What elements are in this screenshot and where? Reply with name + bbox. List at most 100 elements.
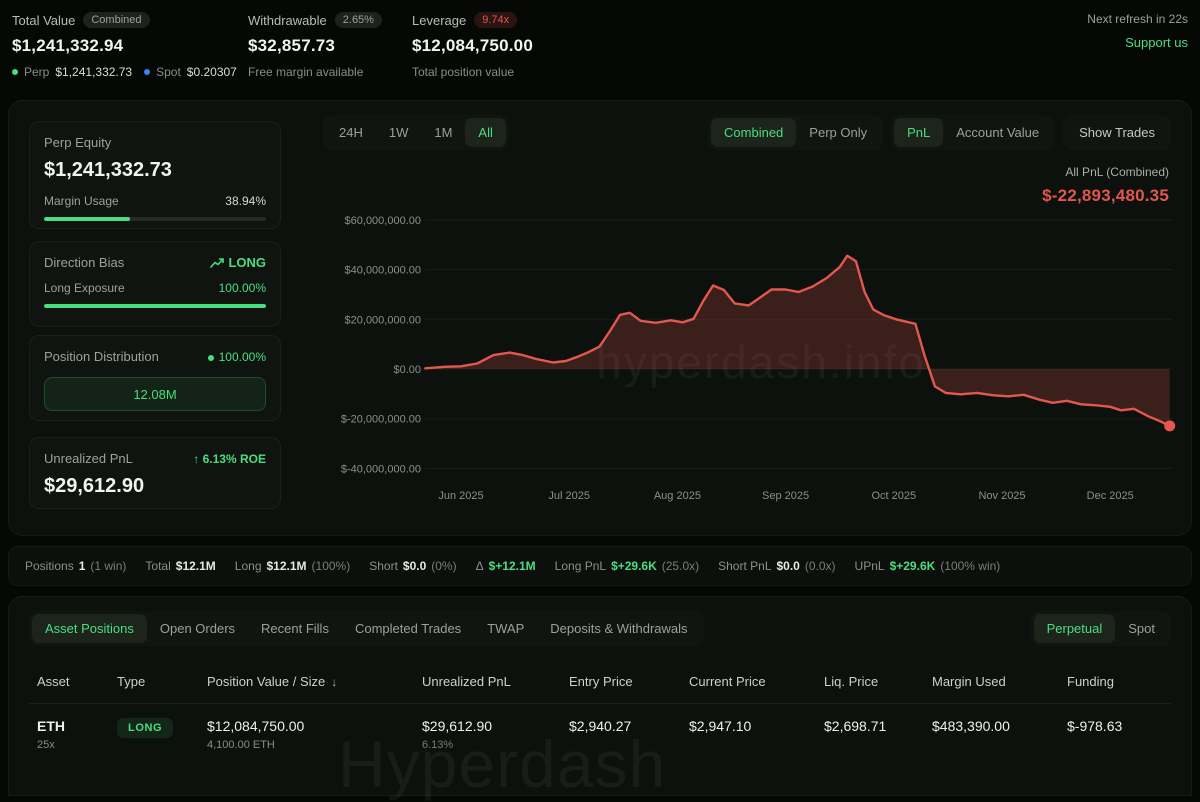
position-distribution-label: Position Distribution	[44, 349, 159, 364]
svg-text:Sep 2025: Sep 2025	[762, 490, 809, 502]
th-type[interactable]: Type	[117, 674, 146, 689]
withdrawable-value: $32,857.73	[248, 36, 336, 55]
leverage-block: Leverage 9.74x $12,084,750.00 Total posi…	[412, 12, 533, 79]
th-funding[interactable]: Funding	[1067, 674, 1114, 689]
spot-dot-icon	[144, 69, 151, 75]
svg-text:Aug 2025: Aug 2025	[654, 490, 701, 502]
summary-short-pnl: Short PnL $0.0 (0.0x)	[718, 559, 836, 573]
svg-text:Jul 2025: Jul 2025	[548, 490, 590, 502]
withdrawable-badge: 2.65%	[334, 12, 382, 28]
perp-equity-label: Perp Equity	[44, 135, 112, 150]
svg-text:$-40,000,000.00: $-40,000,000.00	[341, 463, 421, 475]
pnl-chart[interactable]: $60,000,000.00 $40,000,000.00 $20,000,000.…	[291, 196, 1181, 516]
long-exposure-bar-fill	[44, 304, 266, 308]
summary-positions: Positions 1 (1 win)	[25, 559, 127, 573]
tab-market-perpetual[interactable]: Perpetual	[1033, 614, 1116, 643]
summary-upnl: UPnL $+29.6K (100% win)	[854, 559, 1001, 573]
unrealized-pnl-value: $29,612.90	[44, 475, 145, 497]
summary-long: Long $12.1M (100%)	[234, 559, 351, 573]
perp-value: $1,241,332.73	[55, 65, 133, 79]
position-distribution-card: Position Distribution 100.00% 12.08M	[29, 335, 281, 421]
bottom-tabs: Asset Positions Open Orders Recent Fills…	[29, 611, 704, 646]
tab-market-spot[interactable]: Spot	[1128, 621, 1155, 636]
row-position-size: 4,100.00 ETH	[207, 739, 275, 751]
row-upnl: $29,612.90	[422, 718, 493, 734]
all-pnl-value: $-22,893,480.35	[1042, 186, 1169, 205]
summary-short: Short $0.0 (0%)	[369, 559, 457, 573]
withdrawable-sub: Free margin available	[248, 65, 364, 79]
th-entry-price[interactable]: Entry Price	[569, 674, 633, 689]
long-exposure-bar	[44, 304, 266, 308]
th-position-value-size[interactable]: Position Value / Size ↓	[207, 674, 338, 689]
svg-text:$40,000,000.00: $40,000,000.00	[345, 265, 421, 277]
direction-bias-card: Direction Bias LONG Long Exposure 100.00…	[29, 241, 281, 327]
support-us-link[interactable]: Support us	[1125, 35, 1188, 50]
tab-metric-pnl[interactable]: PnL	[894, 118, 944, 147]
summary-delta: Δ $+12.1M	[475, 559, 536, 573]
distribution-segment[interactable]: 12.08M	[44, 377, 266, 411]
tab-range-1m[interactable]: 1M	[434, 125, 453, 140]
table-row[interactable]: ETH 25x LONG $12,084,750.00 4,100.00 ETH…	[29, 703, 1171, 751]
chart-header: 24H 1W 1M All Combined Perp Only PnL Acc…	[323, 115, 1171, 150]
perp-equity-card: Perp Equity $1,241,332.73 Margin Usage 3…	[29, 121, 281, 229]
unrealized-pnl-label: Unrealized PnL	[44, 451, 133, 466]
direction-bias-value: LONG	[228, 255, 266, 270]
tab-completed-trades[interactable]: Completed Trades	[354, 621, 462, 636]
leverage-label: Leverage	[412, 12, 467, 28]
margin-usage-bar-fill	[44, 217, 131, 221]
position-distribution-value: 100.00%	[218, 349, 266, 364]
metric-tabs: PnL Account Value	[891, 115, 1056, 150]
combined-badge: Combined	[83, 12, 150, 28]
tab-range-all[interactable]: All	[465, 118, 506, 147]
sort-desc-icon: ↓	[331, 674, 338, 689]
th-asset[interactable]: Asset	[37, 674, 70, 689]
th-current-price[interactable]: Current Price	[689, 674, 766, 689]
distribution-dot-icon	[207, 354, 214, 361]
summary-long-pnl: Long PnL $+29.6K (25.0x)	[554, 559, 700, 573]
roe-value: 6.13% ROE	[202, 451, 266, 466]
tab-deposits-withdrawals[interactable]: Deposits & Withdrawals	[550, 621, 688, 636]
long-badge: LONG	[117, 718, 174, 738]
row-entry-price: $2,940.27	[569, 718, 632, 734]
long-exposure-label: Long Exposure	[44, 281, 125, 295]
refresh-countdown: Next refresh in 22s	[1087, 12, 1188, 26]
row-upnl-pct: 6.13%	[422, 739, 454, 751]
time-range-tabs: 24H 1W 1M All	[323, 115, 509, 150]
leverage-value: $12,084,750.00	[412, 36, 533, 55]
spot-value: $0.20307	[186, 65, 237, 79]
long-exposure-value: 100.00%	[218, 281, 266, 295]
total-value-block: Total Value Combined $1,241,332.94 Perp …	[12, 12, 237, 79]
all-pnl-label: All PnL (Combined)	[1065, 165, 1169, 179]
show-trades-button[interactable]: Show Trades	[1063, 115, 1171, 150]
summary-total: Total $12.1M	[145, 559, 216, 573]
svg-text:$60,000,000.00: $60,000,000.00	[345, 215, 421, 227]
svg-text:Nov 2025: Nov 2025	[978, 490, 1025, 502]
unrealized-pnl-card: Unrealized PnL ↑ 6.13% ROE $29,612.90	[29, 437, 281, 509]
tab-twap[interactable]: TWAP	[487, 621, 525, 636]
table-header-row: Asset Type Position Value / Size ↓ Unreal…	[29, 674, 1171, 689]
positions-summary-bar: Positions 1 (1 win) Total $12.1M Long $1…	[8, 546, 1192, 586]
th-margin-used[interactable]: Margin Used	[932, 674, 1006, 689]
row-liq-price: $2,698.71	[824, 718, 887, 734]
tab-mode-perp-only[interactable]: Perp Only	[809, 125, 868, 140]
tab-asset-positions[interactable]: Asset Positions	[32, 614, 147, 643]
arrow-up-icon: ↑	[193, 451, 203, 466]
th-liq-price[interactable]: Liq. Price	[824, 674, 879, 689]
row-leverage: 25x	[37, 739, 55, 751]
tab-mode-combined[interactable]: Combined	[711, 118, 797, 147]
tab-range-24h[interactable]: 24H	[339, 125, 363, 140]
row-position-value: $12,084,750.00	[207, 718, 305, 734]
mode-tabs: Combined Perp Only	[708, 115, 884, 150]
th-unrealized-pnl[interactable]: Unrealized PnL	[422, 674, 511, 689]
market-tabs: Perpetual Spot	[1030, 611, 1171, 646]
tab-recent-fills[interactable]: Recent Fills	[261, 621, 329, 636]
svg-text:Oct 2025: Oct 2025	[871, 490, 916, 502]
tab-metric-account-value[interactable]: Account Value	[956, 125, 1040, 140]
total-value-label: Total Value	[12, 12, 76, 28]
svg-text:$0.00: $0.00	[393, 364, 421, 376]
portfolio-panel: Perp Equity $1,241,332.73 Margin Usage 3…	[8, 100, 1192, 536]
total-value: $1,241,332.94	[12, 36, 124, 55]
tab-open-orders[interactable]: Open Orders	[159, 621, 236, 636]
tab-range-1w[interactable]: 1W	[388, 125, 409, 140]
trending-up-icon	[210, 257, 225, 269]
